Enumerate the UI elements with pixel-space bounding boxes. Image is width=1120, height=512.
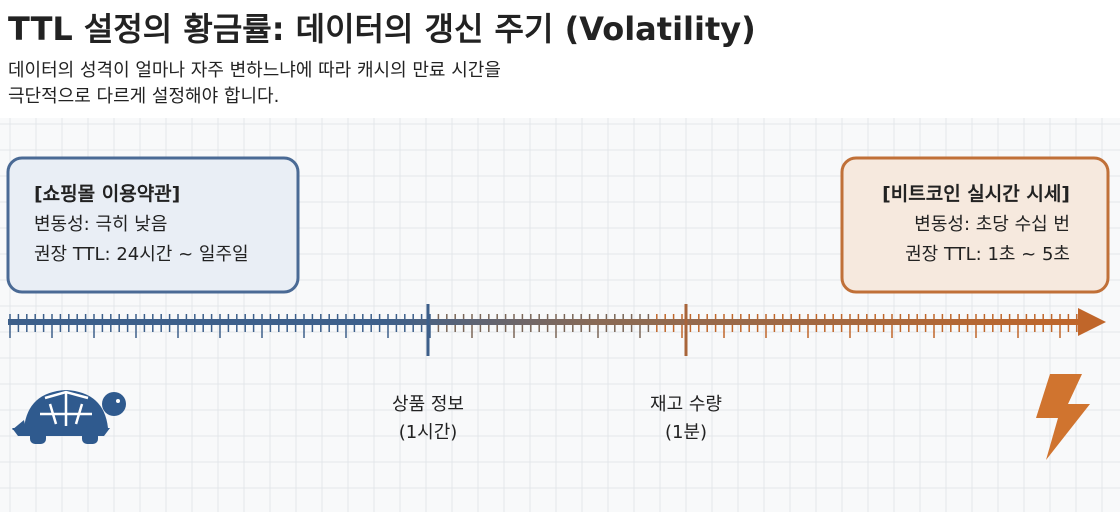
box-line: 변동성: 극히 낮음	[34, 214, 167, 235]
box-line: 권장 TTL: 24시간 ~ 일주일	[34, 244, 249, 265]
right-box	[840, 156, 1110, 294]
marker-label: 상품 정보	[392, 394, 464, 415]
box-title: [비트코인 실시간 시세]	[882, 183, 1070, 205]
subtitle: 극단적으로 다르게 설정해야 합니다.	[8, 86, 279, 107]
box-line: 권장 TTL: 1초 ~ 5초	[905, 244, 1070, 265]
turtle-icon	[12, 390, 126, 444]
axis	[8, 319, 1083, 325]
box-title: [쇼핑몰 이용약관]	[34, 183, 180, 205]
title: TTL 설정의 황금률: 데이터의 갱신 주기 (Volatility)	[8, 10, 756, 48]
marker-label: 재고 수량	[650, 394, 722, 415]
left-box	[6, 156, 300, 294]
marker-ttl: (1분)	[665, 422, 707, 443]
subtitle: 데이터의 성격이 얼마나 자주 변하느냐에 따라 캐시의 만료 시간을	[8, 60, 501, 81]
marker-ttl: (1시간)	[399, 422, 458, 443]
lightning-icon	[1036, 374, 1090, 460]
box-line: 변동성: 초당 수십 번	[914, 214, 1070, 235]
axis-arrow	[1078, 308, 1106, 336]
